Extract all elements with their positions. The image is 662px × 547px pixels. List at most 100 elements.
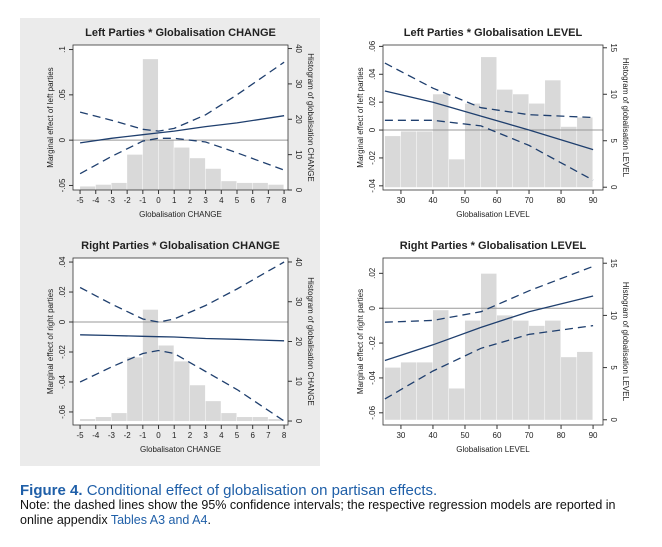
x-tick-label: 80 <box>557 196 566 205</box>
histogram-bar <box>497 89 513 188</box>
y-tick-label: -.06 <box>368 405 377 419</box>
histogram-bar <box>513 94 529 188</box>
histogram-bar <box>142 309 159 422</box>
y2-tick-label: 0 <box>609 185 618 190</box>
x-tick-label: 1 <box>172 431 177 440</box>
histogram-bar <box>384 136 401 188</box>
x-tick-label: 40 <box>429 431 438 440</box>
ci-line <box>79 61 285 132</box>
histogram-bar <box>189 385 206 422</box>
y2-tick-label: 10 <box>609 90 618 99</box>
x-tick-label: 70 <box>525 431 534 440</box>
x-tick-label: 4 <box>219 196 224 205</box>
histogram-bar <box>268 419 284 422</box>
histogram-bar <box>127 154 143 190</box>
plot-frame <box>382 257 604 426</box>
x-tick-label: -5 <box>76 431 84 440</box>
x-tick-label: -1 <box>139 196 147 205</box>
histogram-bar <box>80 186 96 190</box>
x-tick-label: 80 <box>557 431 566 440</box>
histogram-bar <box>464 103 481 188</box>
histogram-bar <box>189 158 206 190</box>
x-tick-label: -5 <box>76 196 84 205</box>
y2-axis-title: Histogram of globalisation LEVEL <box>621 282 630 402</box>
y-tick-label: .02 <box>368 267 377 279</box>
x-axis-title: Globalisaton CHANGE <box>140 445 221 454</box>
x-tick-label: 0 <box>156 431 161 440</box>
y-tick-label: -.04 <box>368 370 377 384</box>
y-tick-label: .06 <box>368 40 377 52</box>
x-tick-label: 5 <box>235 431 240 440</box>
y2-axis-title: Histogram of globalisation CHANGE <box>306 277 315 406</box>
histogram-bar <box>497 315 513 420</box>
x-tick-label: 5 <box>235 196 240 205</box>
caption: Figure 4. Conditional effect of globalis… <box>20 483 640 528</box>
y2-tick-label: 0 <box>294 188 303 193</box>
chart-title: Left Parties * Globalisation CHANGE <box>85 27 276 39</box>
histogram-bar <box>158 345 174 422</box>
y-tick-label: -.06 <box>58 405 67 419</box>
y-tick-label: 0 <box>368 127 377 132</box>
histogram-bar <box>577 351 593 420</box>
caption-heading: Figure 4. Conditional effect of globalis… <box>20 483 640 498</box>
ci-line <box>384 324 594 400</box>
histogram-bar <box>513 320 529 420</box>
ci-line <box>79 137 285 175</box>
y-tick-label: .05 <box>58 89 67 101</box>
y-tick-label: .1 <box>58 46 67 53</box>
histogram-bar <box>205 168 221 190</box>
histogram-bar <box>95 184 111 190</box>
x-tick-label: 6 <box>250 196 255 205</box>
effect-line <box>384 90 594 151</box>
histogram-bar <box>252 182 268 190</box>
chart-title: Right Parties * Globalisation LEVEL <box>400 240 587 252</box>
histogram-bar <box>95 417 111 422</box>
x-tick-label: 70 <box>525 196 534 205</box>
ci-line <box>384 119 594 181</box>
figure: -5 -4 -3 -2 -1 0 1 2 3 4 5 6 7 8-.050.05.1010203040Ma… <box>20 18 630 466</box>
histogram-bar <box>432 94 449 188</box>
x-tick-label: 2 <box>188 431 193 440</box>
y2-tick-label: 30 <box>294 79 303 88</box>
y2-tick-label: 15 <box>609 43 618 52</box>
histogram-bar <box>111 413 127 422</box>
y2-tick-label: 10 <box>609 311 618 320</box>
y2-tick-label: 10 <box>294 150 303 159</box>
histogram-bar <box>400 362 417 420</box>
x-axis-title: Globalisation CHANGE <box>139 210 222 219</box>
x-tick-label: 6 <box>250 431 255 440</box>
x-tick-label: -4 <box>92 196 100 205</box>
y-tick-label: 0 <box>58 137 67 142</box>
histogram-bar <box>174 147 190 190</box>
x-tick-label: -4 <box>92 431 100 440</box>
y-tick-label: 0 <box>58 319 67 324</box>
histogram-bar <box>448 388 465 420</box>
x-tick-label: -2 <box>124 196 132 205</box>
x-axis-title: Globalisation LEVEL <box>456 210 530 219</box>
y-tick-label: -.02 <box>368 336 377 350</box>
x-tick-label: 30 <box>396 196 405 205</box>
y2-axis-title: Histogram of globalisation CHANGE <box>306 53 315 182</box>
y-tick-label: -.02 <box>368 150 377 164</box>
histogram-bar <box>577 117 593 188</box>
histogram-bar <box>221 181 237 190</box>
note-text: Note: the dashed lines show the 95% conf… <box>20 498 616 527</box>
y2-tick-label: 40 <box>294 258 303 267</box>
caption-note: Note: the dashed lines show the 95% conf… <box>20 498 640 528</box>
note-link[interactable]: Tables A3 and A4 <box>110 513 208 527</box>
effect-line <box>384 295 594 362</box>
x-tick-label: 50 <box>461 431 470 440</box>
x-tick-label: 40 <box>429 196 438 205</box>
y-tick-label: .02 <box>368 96 377 108</box>
histogram-bar <box>268 184 284 190</box>
y2-tick-label: 5 <box>609 365 618 370</box>
x-tick-label: 0 <box>156 196 161 205</box>
histogram-bar <box>236 417 253 422</box>
histogram-bar <box>416 131 433 188</box>
y-tick-label: -.02 <box>58 345 67 359</box>
histogram-bar <box>545 320 561 420</box>
y2-tick-label: 20 <box>294 115 303 124</box>
histogram-bar <box>480 273 497 420</box>
histogram-bar <box>480 57 497 188</box>
